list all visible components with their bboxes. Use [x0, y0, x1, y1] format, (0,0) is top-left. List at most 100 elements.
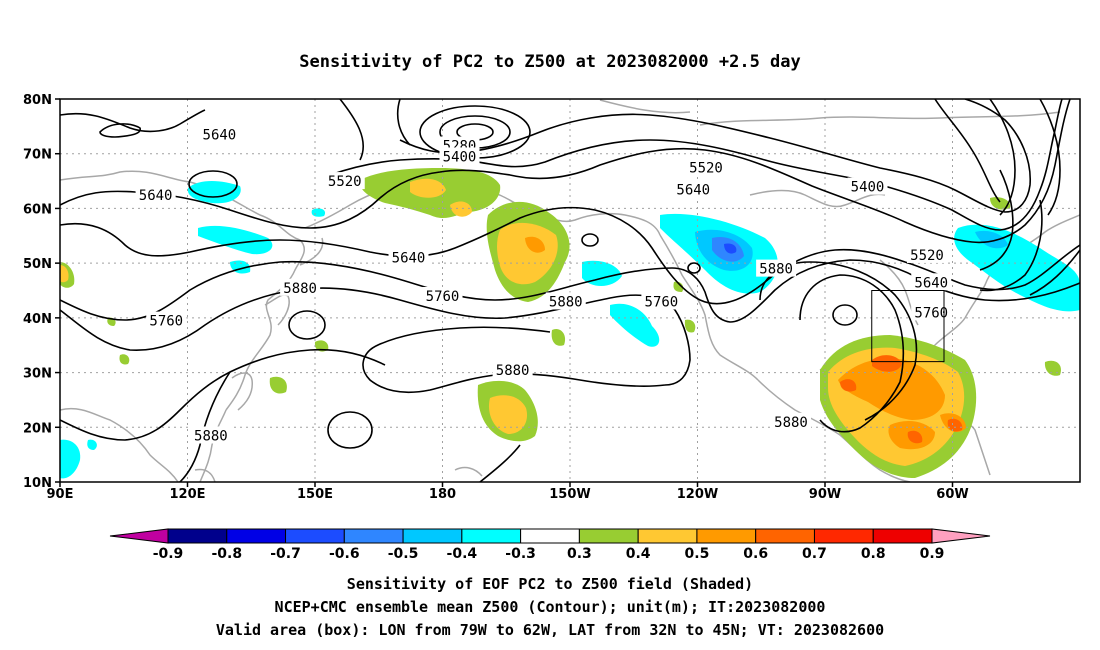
contour-label: 5520	[324, 172, 365, 190]
colorbar-label: -0.6	[329, 546, 360, 562]
contour-5880-wpac	[60, 287, 691, 386]
shade-positive-0.4	[450, 201, 472, 217]
contour-label: 5880	[190, 426, 231, 444]
contour-5280-east	[1039, 99, 1061, 216]
colorbar-label: -0.8	[211, 546, 242, 562]
colorbar-label: -0.3	[505, 546, 536, 562]
contour-5880-ridge	[362, 326, 666, 394]
svg-text:5880: 5880	[194, 428, 228, 444]
colorbar-label: 0.3	[567, 546, 592, 562]
colorbar-label: 0.4	[626, 546, 651, 562]
svg-text:5760: 5760	[914, 305, 948, 321]
contour-5880-closed	[327, 411, 373, 449]
svg-text:5640: 5640	[139, 188, 173, 204]
colorbar-swatch	[813, 528, 874, 544]
contour-5880-south	[60, 348, 386, 441]
axis-ticks	[55, 98, 954, 487]
colorbar-label: 0.7	[802, 546, 827, 562]
shade-positive-0.3	[673, 281, 684, 292]
svg-text:5760: 5760	[645, 294, 679, 310]
lon-tick-label: 120W	[677, 487, 718, 502]
contour-5640-small-loop	[99, 123, 141, 138]
caption-line-2: NCEP+CMC ensemble mean Z500 (Contour); u…	[275, 598, 826, 616]
shade-positive-0.3	[684, 319, 696, 333]
lon-tick-label: 150W	[549, 487, 590, 502]
colorbar-high-arrow	[931, 528, 991, 544]
shade-positive-0.3	[551, 328, 566, 346]
shade-negative-0.3	[610, 303, 660, 347]
shade-positive-0.3	[1044, 360, 1061, 376]
shade-negative-0.6	[724, 243, 737, 254]
z500-contours	[60, 99, 1080, 482]
lat-tick-label: 60N	[23, 202, 52, 217]
shade-negative-0.3	[87, 439, 97, 450]
colorbar-swatch	[637, 528, 698, 544]
svg-text:5400: 5400	[851, 180, 885, 196]
svg-text:5520: 5520	[910, 248, 944, 264]
shade-positive-0.3	[314, 340, 329, 352]
contour-label: 5760	[641, 292, 682, 310]
contour-5760-small	[687, 262, 701, 274]
shade-negative-0.3	[187, 181, 241, 204]
contour-5880-south-b	[179, 371, 231, 482]
contour-5640-north	[60, 109, 206, 133]
shade-positive-0.4	[488, 395, 528, 434]
lon-tick-label: 90E	[47, 487, 74, 502]
colorbar-label: 0.9	[920, 546, 945, 562]
shade-positive-0.5	[525, 236, 545, 253]
contour-5520-b	[339, 99, 365, 161]
lat-tick-label: 40N	[23, 312, 52, 327]
contour-label: 5880	[492, 360, 533, 379]
contour-5880-southern	[479, 444, 521, 482]
colorbar-swatch	[520, 528, 580, 544]
shade-positive-0.4	[60, 265, 69, 283]
colorbar: -0.9 -0.8 -0.7 -0.6 -0.5 -0.4 -0.3 0.3 0.4 0.5 0.6…	[109, 528, 991, 562]
contour-label: 5760	[146, 311, 187, 330]
svg-text:5880: 5880	[549, 294, 583, 310]
svg-text:5760: 5760	[426, 289, 460, 305]
svg-text:5760: 5760	[149, 314, 183, 330]
valid-area-box	[871, 290, 945, 363]
colorbar-label: 0.8	[861, 546, 886, 562]
lon-tick-label: 120E	[169, 487, 205, 502]
colorbar-swatch	[578, 528, 639, 544]
figure-title: Sensitivity of PC2 to Z500 at 2023082000…	[299, 52, 801, 72]
caption-line-1: Sensitivity of EOF PC2 to Z500 field (Sh…	[347, 575, 753, 593]
shade-positive-0.6	[907, 430, 923, 444]
colorbar-swatch	[226, 528, 287, 544]
contour-5880-high	[832, 304, 858, 326]
contour-5880-tiny	[581, 233, 599, 247]
contour-5640-east	[979, 199, 1043, 292]
svg-text:5640: 5640	[203, 128, 237, 144]
colorbar-swatch	[872, 528, 933, 544]
lon-tick-label: 150E	[297, 487, 333, 502]
shade-negative-0.4	[975, 230, 1008, 249]
lon-tick-label: 180	[429, 487, 456, 502]
colorbar-label: -0.5	[388, 546, 419, 562]
contour-label: 5880	[771, 412, 811, 431]
contour-label: 5400	[847, 177, 888, 196]
lat-tick-label: 20N	[23, 421, 52, 436]
contour-label: 5640	[199, 125, 240, 144]
shade-positive-0.5	[838, 358, 945, 420]
contour-label: 5760	[422, 286, 463, 305]
contour-5400-east-b	[989, 99, 1016, 216]
lat-tick-label: 10N	[23, 476, 52, 491]
svg-text:5880: 5880	[774, 415, 808, 431]
colorbar-label: -0.4	[447, 546, 478, 562]
shade-positive-0.3	[990, 197, 1011, 210]
shade-positive-0.3	[269, 376, 287, 394]
svg-text:5520: 5520	[689, 160, 723, 176]
shade-negative-0.3	[198, 225, 273, 255]
colorbar-swatch	[461, 528, 522, 544]
lat-tick-label: 50N	[23, 257, 52, 272]
contour-5760-east	[1029, 249, 1080, 296]
contour-label: 5640	[911, 273, 952, 291]
colorbar-swatch	[167, 528, 228, 544]
lon-tick-label: 90W	[809, 487, 841, 502]
colorbar-swatch	[402, 528, 463, 544]
